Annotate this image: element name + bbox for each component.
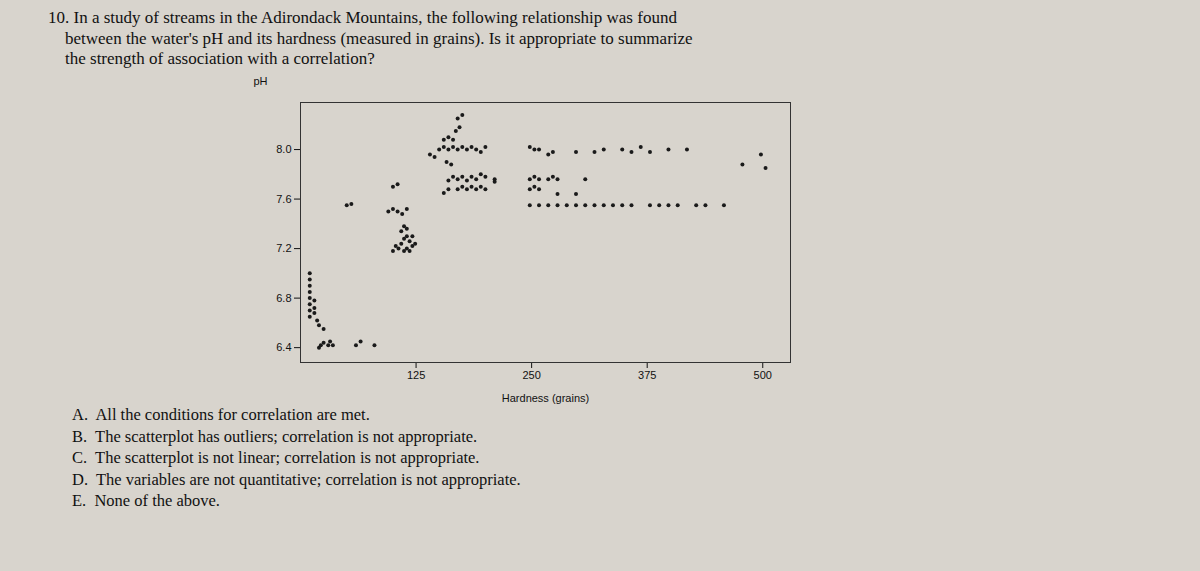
html-text:between the water's pH and its: between the water's pH and its hardness … xyxy=(48,28,693,48)
svg-text:8.0: 8.0 xyxy=(276,143,291,155)
html-text:10. In a study of streams in t: 10. In a study of streams in the Adirond… xyxy=(48,8,677,27)
html-text:the strength of association wi: the strength of association with a corre… xyxy=(48,49,375,69)
html-text:D. The variables are not quant: D. The variables are not quantitative; c… xyxy=(72,469,521,489)
html-text:A. All the conditions for corr: A. All the conditions for correlation ar… xyxy=(72,405,370,425)
svg-text:pH: pH xyxy=(254,76,268,88)
svg-text:6.4: 6.4 xyxy=(276,341,291,353)
svg-text:125: 125 xyxy=(407,370,425,382)
svg-text:Hardness (grains): Hardness (grains) xyxy=(502,392,589,404)
svg-text:7.6: 7.6 xyxy=(276,193,291,205)
svg-text:7.2: 7.2 xyxy=(276,242,291,254)
svg-text:250: 250 xyxy=(522,370,540,382)
svg-text:6.8: 6.8 xyxy=(276,292,291,304)
html-text:E. None of the above.: E. None of the above. xyxy=(72,491,220,510)
svg-text:375: 375 xyxy=(638,370,656,382)
html-text:B. The scatterplot has outlier: B. The scatterplot has outliers; correla… xyxy=(72,426,478,446)
svg-text:500: 500 xyxy=(754,370,772,382)
html-text:C. The scatterplot is not line: C. The scatterplot is not linear; correl… xyxy=(72,448,480,468)
